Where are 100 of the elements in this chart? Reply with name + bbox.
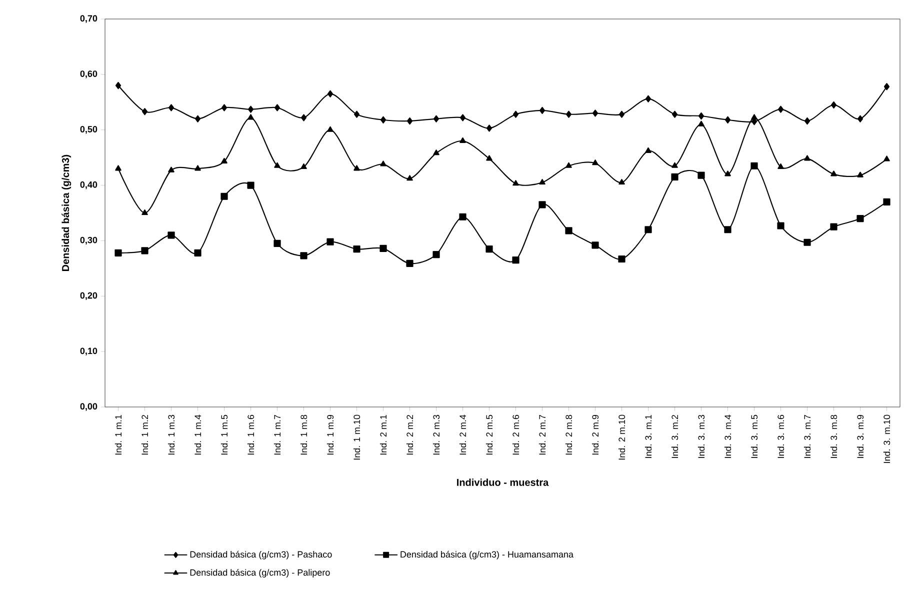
x-tick-label: Ind. 3. m.5	[750, 414, 758, 458]
y-tick-label: 0,60	[80, 70, 98, 78]
x-tick-label: Ind. 3. m.6	[777, 414, 784, 458]
legend-label: Densidad básica (g/cm3) - Huamansamana	[400, 550, 574, 560]
y-tick-label: 0,40	[80, 181, 98, 190]
point	[221, 158, 228, 164]
x-tick-label: Ind. 1 m.9	[326, 414, 334, 455]
point	[698, 112, 704, 120]
point	[353, 245, 360, 253]
x-tick-label: Ind. 3. m.7	[804, 414, 811, 458]
point	[460, 114, 466, 122]
point	[804, 155, 810, 161]
x-tick-label: Ind. 2 m.7	[538, 414, 546, 455]
point	[168, 104, 174, 112]
y-tick-label: 0,00	[80, 403, 98, 411]
y-tick-label: 0,30	[80, 236, 98, 245]
x-tick-label: Ind. 2 m.4	[459, 414, 466, 455]
point	[751, 114, 758, 120]
point	[354, 165, 360, 171]
point	[512, 110, 519, 118]
x-tick-label: Ind. 1 m.4	[194, 414, 202, 455]
point	[274, 240, 281, 248]
point	[566, 110, 572, 118]
point	[645, 95, 652, 102]
point	[566, 162, 572, 168]
point	[300, 252, 308, 260]
point	[565, 227, 572, 234]
point	[698, 120, 704, 126]
point	[380, 116, 386, 124]
x-tick-label: Ind. 2 m.6	[512, 414, 520, 455]
point	[486, 155, 492, 161]
y-tick-label: 0,70	[80, 15, 98, 23]
point	[327, 90, 334, 98]
point	[194, 115, 201, 122]
x-tick-label: Ind. 2 m.3	[432, 414, 440, 455]
y-tick-label: 0,20	[80, 292, 98, 300]
point	[194, 249, 202, 256]
point	[194, 165, 201, 171]
legend-label: Densidad básica (g/cm3) - Pashaco	[190, 550, 332, 560]
point	[142, 108, 148, 116]
point	[592, 242, 599, 249]
point	[618, 178, 625, 185]
point	[884, 83, 890, 90]
y-tick-label: 0,50	[80, 126, 98, 134]
y-axis-title: Densidad básica (g/cm3)	[62, 154, 72, 271]
y-tick-label: 0,10	[80, 348, 98, 356]
point	[671, 173, 678, 181]
point	[141, 247, 148, 254]
point	[883, 198, 890, 206]
x-tick-label: Ind. 3. m.1	[644, 414, 652, 458]
point	[300, 163, 307, 170]
point	[778, 106, 784, 113]
point	[433, 150, 440, 156]
point	[830, 223, 838, 230]
point	[512, 256, 520, 264]
point	[433, 115, 440, 122]
point	[168, 166, 174, 172]
point	[274, 162, 280, 168]
point	[486, 245, 493, 253]
x-tick-label: Ind. 2 m.5	[486, 414, 493, 455]
point	[830, 101, 837, 108]
point	[300, 114, 307, 122]
point	[115, 165, 122, 171]
x-tick-label: Ind. 1 m.2	[141, 414, 148, 455]
x-tick-label: Ind. 2 m.8	[565, 414, 572, 455]
point	[248, 106, 254, 113]
x-tick-label: Ind. 3. m.4	[724, 414, 732, 458]
point	[539, 178, 546, 185]
point	[432, 251, 440, 258]
point	[221, 104, 228, 112]
x-tick-label: Ind. 2 m.1	[380, 414, 387, 455]
point	[857, 115, 864, 122]
point	[326, 238, 334, 246]
point	[380, 244, 387, 252]
x-tick-label: Ind. 1 m.5	[220, 414, 228, 455]
x-tick-label: Ind. 2 m.2	[406, 414, 414, 455]
point	[698, 172, 705, 179]
point	[857, 172, 864, 178]
x-tick-label: Ind. 2 m.10	[618, 414, 626, 460]
point	[115, 82, 122, 90]
point	[406, 175, 413, 181]
point	[645, 147, 652, 153]
point	[724, 170, 731, 176]
point	[114, 249, 122, 256]
point	[327, 126, 334, 132]
point	[618, 110, 625, 118]
point	[168, 232, 175, 239]
x-tick-label: Ind. 3. m.10	[883, 414, 890, 463]
point	[618, 255, 626, 263]
x-tick-label: Ind. 3. m.8	[830, 414, 838, 458]
point	[220, 192, 228, 200]
point	[459, 213, 466, 220]
point	[248, 114, 254, 120]
x-tick-label: Ind. 1 m.6	[247, 414, 254, 455]
point	[274, 104, 280, 112]
point	[672, 110, 678, 118]
point	[354, 110, 360, 118]
point	[460, 137, 466, 143]
point	[539, 106, 546, 114]
point	[777, 222, 784, 230]
